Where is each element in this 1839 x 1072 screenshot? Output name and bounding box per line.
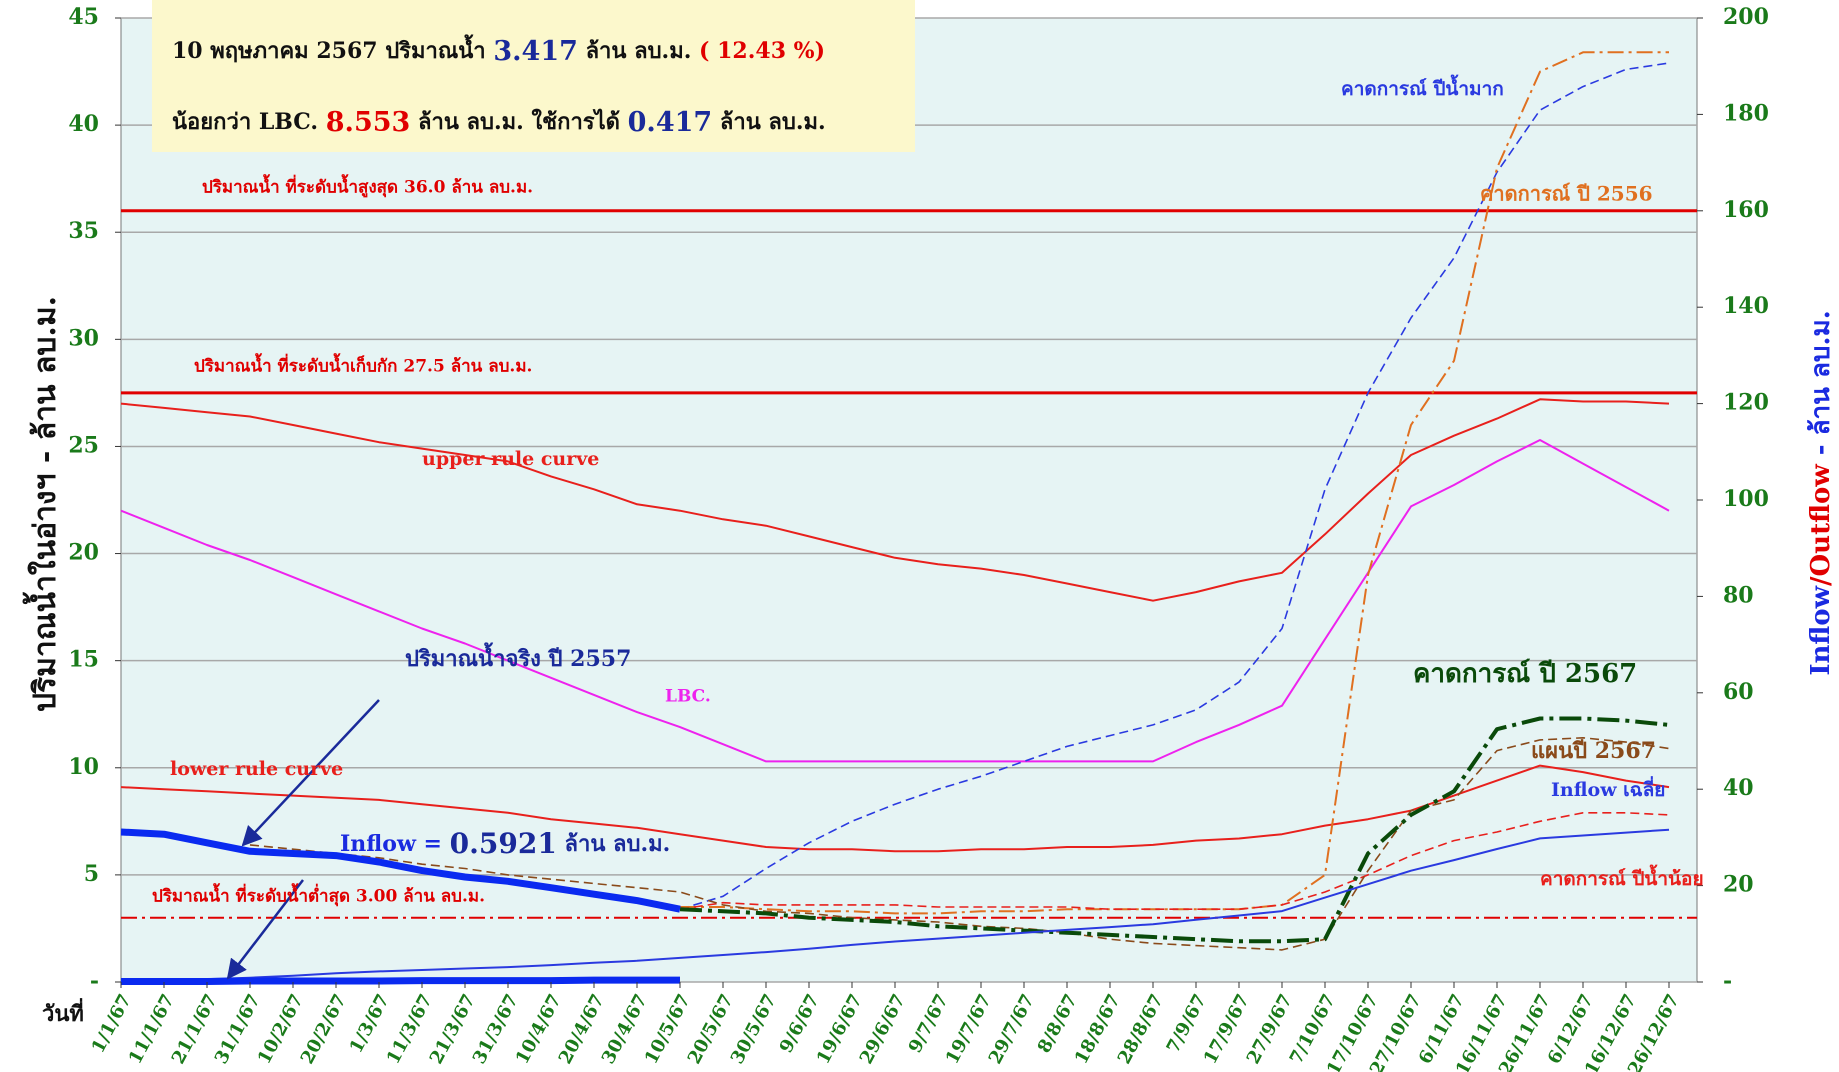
y2-tick-label: 60 [1723, 679, 1754, 705]
x-axis-title: วันที่ [42, 997, 84, 1027]
y2-tick-label: 80 [1723, 582, 1754, 608]
inflow-label: Inflow = 0.5921 ล้าน ลบ.ม. [340, 827, 670, 860]
reference-label: ปริมาณน้ำ ที่ระดับน้ำสูงสุด 36.0 ล้าน ลบ… [202, 174, 533, 199]
y-tick-label: 45 [68, 4, 99, 30]
y-tick-label: - [90, 968, 99, 994]
reference-label: ปริมาณน้ำ ที่ระดับน้ำเก็บกัก 27.5 ล้าน ล… [194, 353, 532, 377]
y2-axis-title: Inflow/Outflow - ล้าน ลบ.ม. [1806, 310, 1836, 675]
x-tick-label: 8/8/67 [1034, 991, 1082, 1057]
arrow [226, 879, 304, 980]
series-line [679, 716, 1670, 944]
series-line [121, 976, 680, 985]
x-tick-label: 9/6/67 [776, 991, 824, 1057]
plot-area [120, 17, 1698, 983]
series-line [120, 828, 1670, 983]
y-tick-label: 15 [68, 647, 99, 673]
info-line-1: 10 พฤษภาคม 2567 ปริมาณน้ำ 3.417 ล้าน ลบ.… [172, 34, 825, 67]
y-tick-label: 20 [68, 540, 99, 566]
series-label: ปริมาณน้ำจริง ปี 2557 [405, 642, 631, 672]
x-tick-label: 7/9/67 [1163, 991, 1211, 1057]
y2-tick-label: 20 [1723, 872, 1754, 898]
info-box [152, 0, 915, 152]
series-line [120, 828, 681, 913]
series-label: LBC. [665, 687, 711, 707]
series-label: Inflow เฉลี่ย [1551, 776, 1665, 801]
y-tick-label: 30 [68, 325, 99, 351]
series-line [120, 439, 1670, 763]
y-tick-label: 10 [68, 754, 99, 780]
y-tick-label: 25 [68, 432, 99, 458]
y2-tick-label: 160 [1723, 197, 1769, 223]
y-tick-label: 35 [68, 218, 99, 244]
y2-tick-label: 40 [1723, 775, 1754, 801]
y2-tick-label: 100 [1723, 486, 1769, 512]
y-axis-title: ปริมาณน้ำในอ่างฯ - ล้าน ลบ.ม. [22, 296, 63, 712]
reference-label: ปริมาณน้ำ ที่ระดับน้ำต่ำสุด 3.00 ล้าน ลบ… [152, 883, 485, 907]
info-line-2: น้อยกว่า LBC. 8.553 ล้าน ลบ.ม. ใช้การได้… [172, 107, 826, 138]
x-tick-label: 1/3/67 [346, 991, 394, 1057]
x-tick-label: 1/1/67 [88, 991, 136, 1057]
series-label: คาดการณ์ ปี 2556 [1480, 182, 1653, 206]
x-tick-label: 9/7/67 [905, 991, 953, 1057]
series-label: คาดการณ์ ปีน้ำน้อย [1540, 864, 1704, 890]
y2-tick-label: - [1723, 968, 1732, 994]
y2-tick-label: 180 [1723, 100, 1769, 126]
y-tick-label: 5 [84, 861, 99, 887]
series-line [679, 812, 1670, 910]
series-line [120, 398, 1670, 602]
series-label: แผนปี 2567 [1531, 738, 1656, 764]
series-line [679, 62, 1670, 910]
series-label: upper rule curve [422, 448, 599, 470]
y-tick-label: 40 [68, 111, 99, 137]
y2-tick-label: 140 [1723, 293, 1769, 319]
y2-tick-label: 200 [1723, 4, 1769, 30]
series-label: คาดการณ์ ปี 2567 [1413, 658, 1637, 689]
series-label: lower rule curve [170, 758, 343, 780]
series-label: คาดการณ์ ปีน้ำมาก [1341, 74, 1504, 100]
arrow [241, 699, 380, 847]
y2-tick-label: 120 [1723, 390, 1769, 416]
series-line [249, 737, 1670, 951]
